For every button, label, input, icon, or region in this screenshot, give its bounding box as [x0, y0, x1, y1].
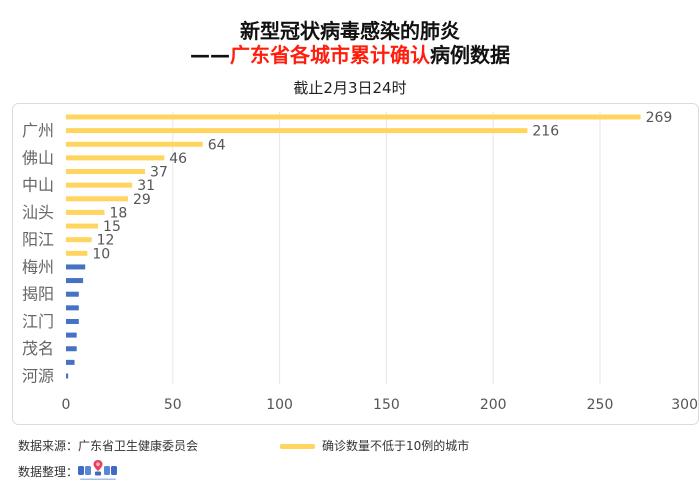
bar-19: [66, 373, 69, 379]
x-tick-label-150: 150: [373, 397, 400, 413]
bar-5: [66, 182, 133, 188]
bar-6: [66, 196, 128, 202]
logo-underline: [80, 478, 116, 480]
title-highlight: 广东省各城市累计确认: [230, 43, 430, 67]
gridlines: [172, 112, 601, 384]
data-label-8: 15: [103, 219, 121, 235]
logo-pin-dot: [96, 462, 100, 466]
title-line-1: 新型冠状病毒感染的肺炎: [240, 19, 460, 43]
data-label-4: 37: [150, 165, 168, 181]
bar-1: [66, 128, 528, 134]
legend-swatch: [280, 444, 315, 449]
publisher-logo: [78, 460, 117, 480]
data-label-1: 216: [532, 124, 559, 140]
bar-0: [66, 114, 641, 120]
category-label-1: 广州: [22, 121, 54, 140]
logo-left-glyph: [78, 466, 84, 475]
bar-12: [66, 278, 84, 284]
data-label-5: 31: [137, 178, 155, 194]
category-label-9: 阳江: [22, 230, 54, 249]
data-label-0: 269: [646, 110, 673, 126]
bar-7: [66, 209, 105, 215]
category-label-17: 茂名: [22, 339, 54, 358]
bar-15: [66, 318, 79, 324]
x-tick-label-50: 50: [164, 397, 182, 413]
x-axis-tick-labels: 0 50 100 150 200 250 300: [62, 397, 698, 413]
data-label-2: 64: [208, 137, 226, 153]
category-label-13: 揭阳: [22, 285, 54, 304]
legend-label: 确诊数量不低于10例的城市: [322, 439, 470, 453]
bar-18: [66, 359, 75, 365]
x-tick-label-200: 200: [480, 397, 507, 413]
title-dash: ——: [190, 43, 230, 67]
bar-13: [66, 291, 79, 297]
data-label-9: 12: [97, 233, 115, 249]
data-label-3: 46: [169, 151, 187, 167]
bar-2: [66, 141, 203, 147]
x-tick-label-100: 100: [266, 397, 293, 413]
bar-4: [66, 169, 146, 175]
chart-frame: [12, 103, 699, 425]
data-label-10: 10: [92, 246, 110, 262]
title-suffix: 病例数据: [430, 43, 510, 67]
category-label-11: 梅州: [22, 257, 54, 276]
bar-3: [66, 155, 165, 161]
logo-right-glyph: [104, 466, 110, 475]
category-label-15: 江门: [22, 312, 54, 331]
data-source: 数据来源：广东省卫生健康委员会: [18, 439, 199, 453]
bar-16: [66, 332, 77, 338]
compiled-by-label: 数据整理：: [18, 465, 79, 479]
logo-center-glyph: [95, 471, 101, 476]
bar-11: [66, 264, 86, 270]
bars: [66, 114, 641, 379]
x-tick-label-0: 0: [62, 397, 71, 413]
data-label-7: 18: [109, 205, 127, 221]
logo-right-glyph-2: [111, 466, 117, 475]
category-label-7: 汕头: [22, 203, 54, 222]
x-tick-label-300: 300: [671, 397, 698, 413]
category-label-19: 河源: [22, 367, 54, 386]
bar-14: [66, 305, 79, 311]
title-line-2: ——广东省各城市累计确认病例数据: [0, 43, 700, 67]
data-label-6: 29: [133, 192, 151, 208]
category-label-3: 佛山: [22, 148, 54, 167]
chart-subtitle: 截止2月3日24时: [293, 79, 407, 97]
logo-left-glyph-2: [85, 466, 91, 475]
x-tick-label-250: 250: [587, 397, 614, 413]
category-label-5: 中山: [22, 176, 54, 195]
bar-8: [66, 223, 99, 229]
bar-9: [66, 237, 92, 243]
bar-17: [66, 346, 77, 352]
bar-10: [66, 250, 88, 256]
